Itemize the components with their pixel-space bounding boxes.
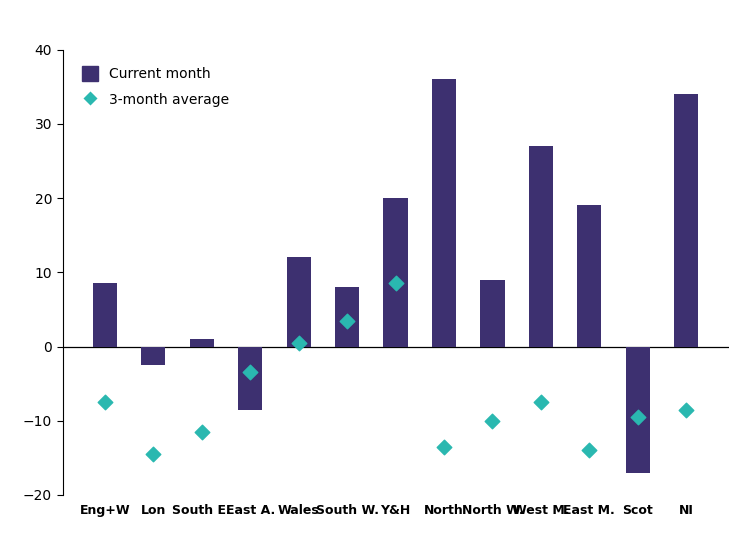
Point <box>99 398 111 406</box>
Bar <box>528 146 553 346</box>
Point <box>196 427 208 436</box>
Bar <box>141 346 166 365</box>
Bar <box>335 287 359 346</box>
Bar <box>626 346 650 472</box>
Point <box>293 338 305 347</box>
Point <box>680 405 692 414</box>
Point <box>486 416 498 425</box>
Bar <box>481 279 505 346</box>
Point <box>389 279 401 288</box>
Bar <box>674 94 698 346</box>
Bar <box>190 339 214 346</box>
Point <box>535 398 547 406</box>
Text: Regional Breakdown - New Buyer Enquiries - Last Month: Regional Breakdown - New Buyer Enquiries… <box>148 16 676 34</box>
Text: Net balance, %, SA: Net balance, %, SA <box>11 18 144 31</box>
Bar <box>577 206 601 346</box>
Point <box>147 450 159 459</box>
Bar <box>432 79 456 346</box>
Legend: Current month, 3-month average: Current month, 3-month average <box>76 61 236 113</box>
Bar <box>238 346 262 410</box>
Point <box>342 316 353 325</box>
Point <box>244 368 256 377</box>
Bar <box>286 257 311 346</box>
Point <box>584 446 595 455</box>
Bar <box>93 283 117 346</box>
Bar <box>383 198 408 346</box>
Point <box>438 442 450 451</box>
Point <box>632 412 644 421</box>
